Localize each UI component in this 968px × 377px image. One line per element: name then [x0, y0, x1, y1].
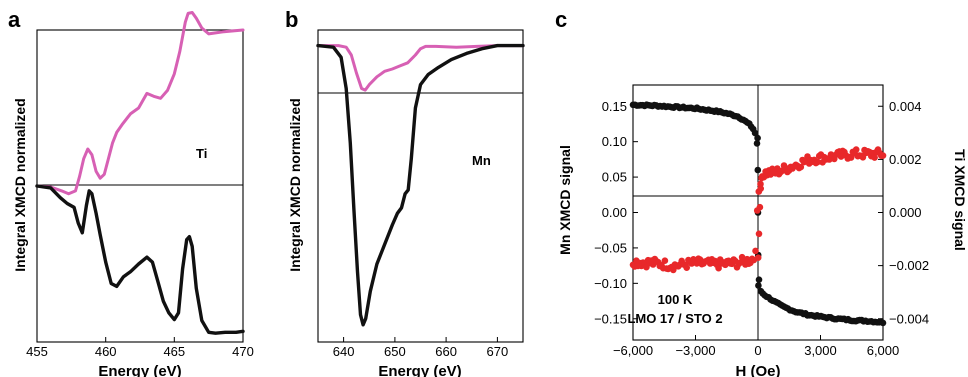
panel-b-x-axis-label: Energy (eV) [378, 363, 461, 377]
panel-c-ti-data-point [852, 146, 860, 153]
panel-c-right-tick-label: 0.004 [889, 99, 922, 114]
panel-c-ti-data-point [797, 163, 805, 171]
panel-c-right-tick-label: −0.002 [889, 258, 929, 273]
panel-c-ticks: −6,000 −3,000 0 3,000 6,000 0.15 0.10 0.05 0.00 −… [594, 99, 929, 358]
panel-c-x-tick-label: 0 [754, 343, 761, 358]
panel-c-mn-data-point [879, 319, 887, 327]
panel-c-ti-data-point [871, 154, 878, 161]
panel-c-mn-data-point [755, 282, 762, 289]
panel-a-series-line-black [35, 184, 245, 335]
panel-a: a Integral XMCD normalized 455 460 465 4… [8, 7, 254, 377]
panel-c-series-group [629, 101, 887, 327]
panel-a-x-tick-label: 455 [26, 344, 48, 359]
panel-b: b Integral XMCD normalized 640 650 660 6… [285, 7, 525, 377]
panel-c-mn-data-point [753, 140, 761, 147]
panel-b-y-axis-label: Integral XMCD normalized [287, 98, 303, 271]
panel-b-x-tick-label: 670 [487, 344, 509, 359]
panel-b-x-tick-label: 650 [384, 344, 406, 359]
panel-c-ti-data-point [754, 254, 762, 261]
panel-c-ti-data-point [715, 264, 722, 272]
panel-c-left-tick-label: 0.10 [602, 134, 627, 149]
panel-c-mn-data-point [751, 129, 759, 137]
panel-c-x-tick-label: 6,000 [867, 343, 900, 358]
panel-c-left-y-axis-label: Mn XMCD signal [557, 145, 573, 255]
panel-c-x-tick-label: −3,000 [675, 343, 715, 358]
panel-b-x-tick-label: 640 [333, 344, 355, 359]
panel-b-x-ticks: 640 650 660 670 [333, 337, 509, 359]
panel-c-x-tick-label: −6,000 [613, 343, 653, 358]
panel-c-mn-data-point [754, 166, 762, 174]
panel-c-ti-data-point [879, 152, 887, 159]
panel-b-series-line-black [316, 43, 525, 327]
panel-b-series-group [316, 43, 525, 327]
panel-c-x-tick-label: 3,000 [804, 343, 837, 358]
panel-c-left-tick-label: −0.10 [594, 276, 627, 291]
panel-c-left-tick-label: −0.15 [594, 311, 627, 326]
panel-c-ti-data-point [758, 174, 765, 182]
panel-c-left-tick-label: 0.00 [602, 205, 627, 220]
panel-letter-a: a [8, 7, 21, 32]
panel-a-x-tick-label: 465 [163, 344, 185, 359]
panel-c-left-tick-label: −0.05 [594, 240, 627, 255]
panel-c-ti-data-point [757, 185, 764, 192]
panel-c-left-tick-label: 0.15 [602, 99, 627, 114]
panel-c-right-y-axis-label: Ti XMCD signal [952, 149, 968, 251]
panel-c-right-tick-label: 0.000 [889, 205, 922, 220]
panel-b-x-tick-label: 660 [435, 344, 457, 359]
panel-c-annotation-temperature: 100 K [658, 292, 693, 307]
panel-a-y-axis-label: Integral XMCD normalized [12, 98, 28, 271]
panel-c-left-tick-label: 0.05 [602, 170, 627, 185]
panel-c-mn-data-point [754, 134, 761, 142]
panel-a-x-axis-label: Energy (eV) [98, 363, 181, 377]
panel-letter-c: c [555, 7, 567, 32]
panel-c-ti-data-point [756, 203, 764, 211]
panel-c-ti-data-point [814, 158, 821, 166]
panel-c-annotation-sample: LMO 17 / STO 2 [627, 311, 722, 326]
panel-a-series-line-pink [35, 11, 245, 196]
panel-c-right-tick-label: 0.002 [889, 152, 922, 167]
panel-a-series-group [35, 11, 245, 335]
panel-b-annotation-mn: Mn [472, 153, 491, 168]
panel-a-x-tick-label: 460 [95, 344, 117, 359]
panel-c-x-axis-label: H (Oe) [736, 363, 781, 377]
panel-a-x-ticks: 455 460 465 470 [26, 337, 254, 359]
panel-c-mn-data-point [755, 276, 763, 284]
panel-b-series-line-pink [316, 44, 525, 92]
panel-b-plot-frame [317, 29, 524, 343]
panel-a-annotation-ti: Ti [196, 146, 207, 161]
panel-c-ti-data-point [752, 247, 759, 255]
panel-c-ti-data-point [683, 264, 690, 272]
panel-c-ti-data-point [661, 257, 669, 265]
panel-c: c Mn XMCD signal Ti XMCD signal −6,000 −3… [555, 7, 968, 377]
panel-a-x-tick-label: 470 [232, 344, 254, 359]
panel-letter-b: b [285, 7, 298, 32]
panel-c-right-tick-label: −0.004 [889, 311, 929, 326]
panel-c-ti-data-point [755, 230, 763, 238]
panel-a-plot-frame [36, 29, 244, 343]
